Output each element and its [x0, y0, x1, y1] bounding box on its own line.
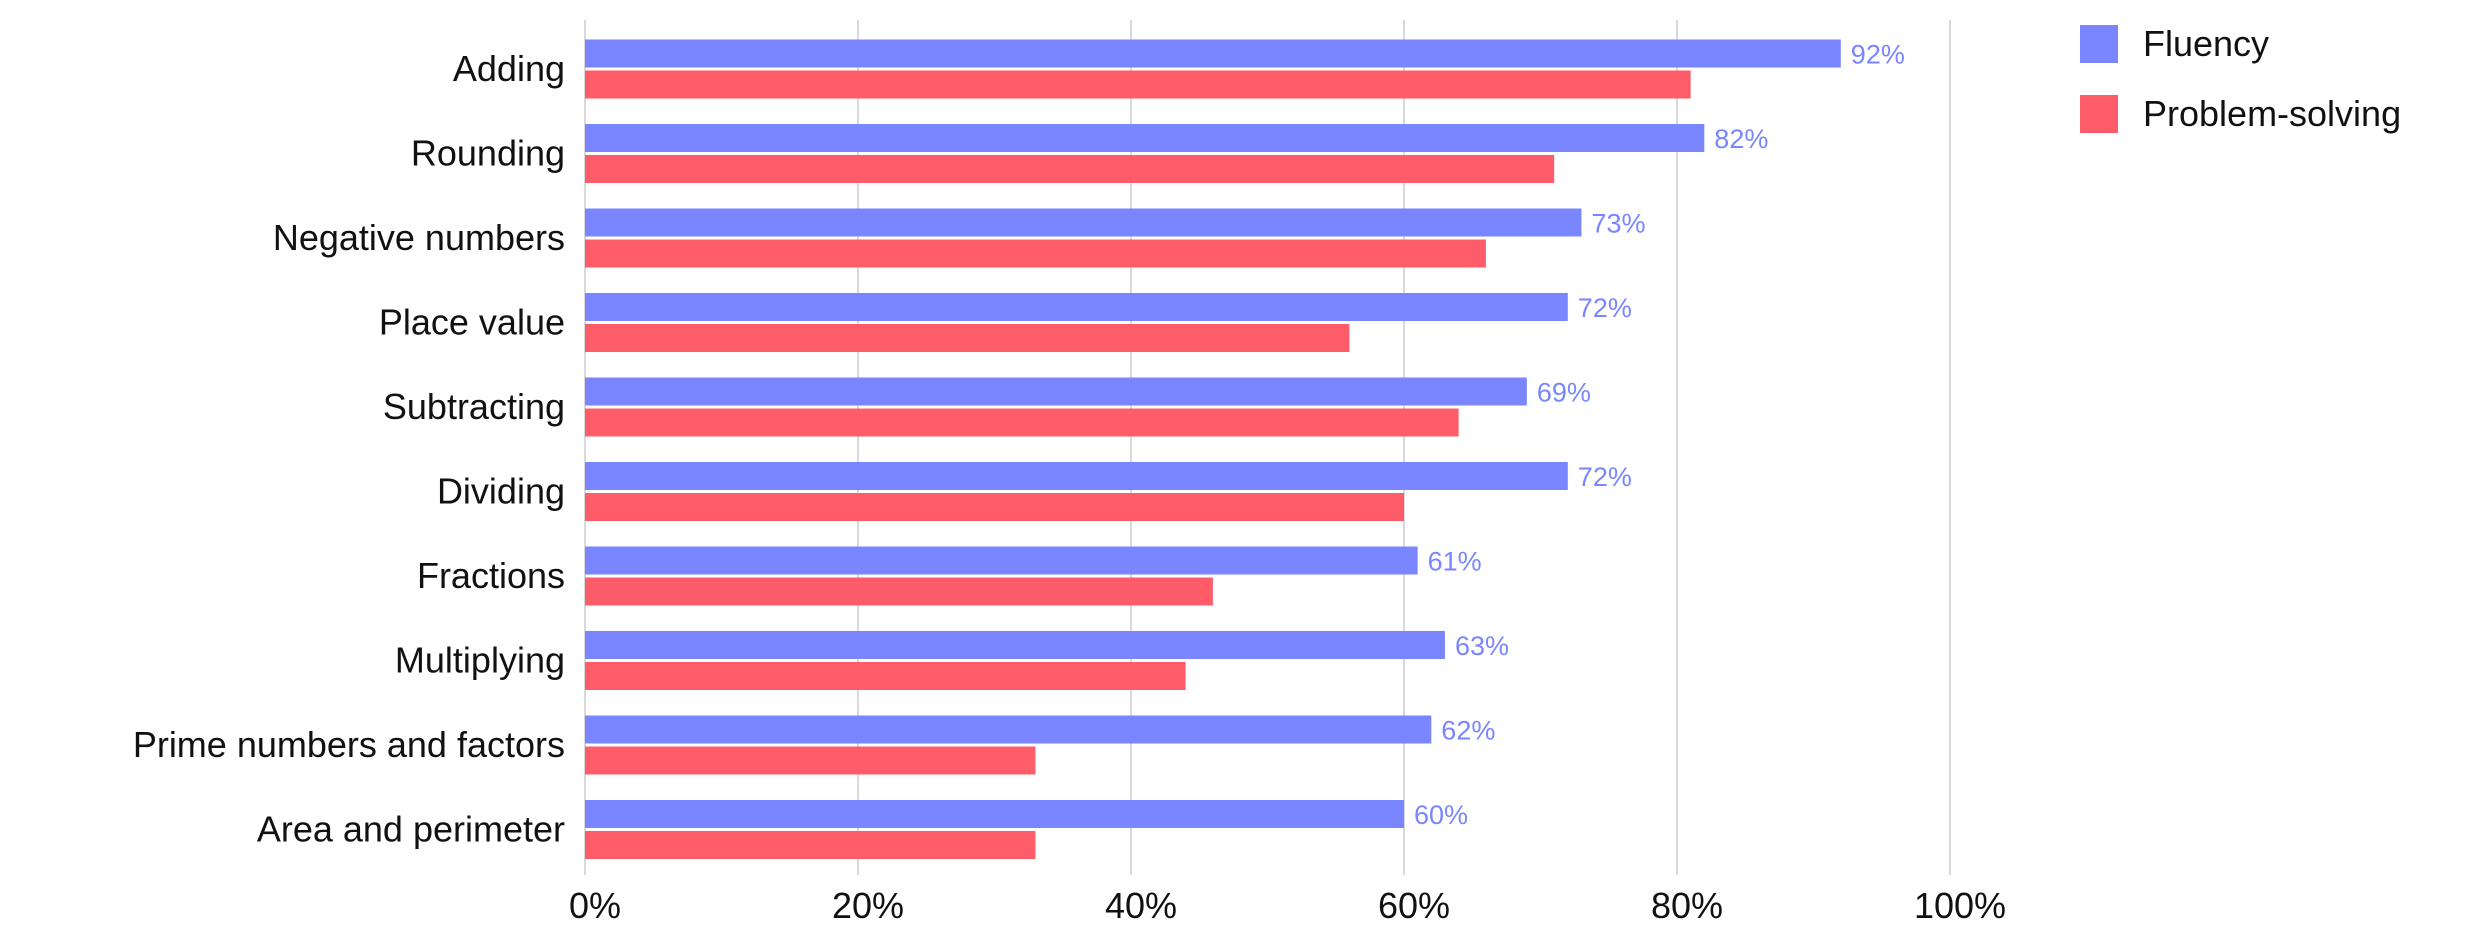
bar-problem-solving [585, 239, 1486, 268]
legend-label-fluency: Fluency [2143, 23, 2269, 64]
category-label: Rounding [411, 133, 565, 174]
bars [585, 39, 1841, 859]
bar-problem-solving [585, 662, 1186, 690]
data-label-fluency: 73% [1591, 209, 1645, 239]
data-label-fluency: 82% [1714, 124, 1768, 154]
bar-problem-solving [585, 831, 1036, 859]
data-label-fluency: 92% [1851, 40, 1905, 70]
category-axis: Adding Rounding Negative numbers Place valu… [133, 48, 565, 850]
bar-problem-solving [585, 408, 1459, 437]
bar-fluency [585, 124, 1705, 152]
category-label: Prime numbers and factors [133, 724, 565, 765]
bar-problem-solving [585, 70, 1691, 99]
category-label: Adding [453, 48, 565, 89]
legend-swatch-problem-solving [2080, 95, 2118, 133]
category-label: Dividing [437, 471, 565, 512]
data-label-fluency: 72% [1578, 462, 1632, 492]
category-label: Fractions [417, 555, 565, 596]
bar-fluency [585, 377, 1527, 406]
bar-fluency [585, 462, 1568, 490]
data-label-fluency: 63% [1455, 631, 1509, 661]
x-tick-label: 40% [1105, 885, 1177, 926]
category-label: Negative numbers [273, 217, 565, 258]
x-tick-label: 60% [1378, 885, 1450, 926]
bar-fluency [585, 208, 1582, 237]
bar-fluency [585, 631, 1445, 659]
bar-problem-solving [585, 493, 1404, 521]
category-label: Multiplying [395, 640, 565, 681]
bar-fluency [585, 293, 1568, 321]
legend: Fluency Problem-solving [2080, 23, 2401, 134]
category-label: Place value [379, 302, 565, 343]
bar-problem-solving [585, 324, 1350, 352]
data-labels: 92% 82% 73% 72% 69% 72% 61% 63% 62% 60% [1414, 40, 1905, 831]
category-label: Area and perimeter [257, 809, 565, 850]
bar-problem-solving [585, 746, 1036, 775]
data-label-fluency: 61% [1428, 547, 1482, 577]
x-tick-label: 20% [832, 885, 904, 926]
data-label-fluency: 69% [1537, 378, 1591, 408]
bar-problem-solving [585, 155, 1555, 183]
x-tick-label: 100% [1914, 885, 2006, 926]
x-tick-label: 80% [1651, 885, 1723, 926]
value-axis: 0% 20% 40% 60% 80% 100% [569, 885, 2006, 926]
bar-problem-solving [585, 577, 1213, 606]
data-label-fluency: 62% [1441, 716, 1495, 746]
data-label-fluency: 72% [1578, 293, 1632, 323]
category-label: Subtracting [383, 386, 565, 427]
bar-fluency [585, 546, 1418, 575]
x-tick-label: 0% [569, 885, 621, 926]
legend-label-problem-solving: Problem-solving [2143, 93, 2401, 134]
bar-fluency [585, 715, 1432, 744]
bar-fluency [585, 39, 1841, 68]
legend-swatch-fluency [2080, 25, 2118, 63]
data-label-fluency: 60% [1414, 800, 1468, 830]
bar-fluency [585, 800, 1404, 828]
